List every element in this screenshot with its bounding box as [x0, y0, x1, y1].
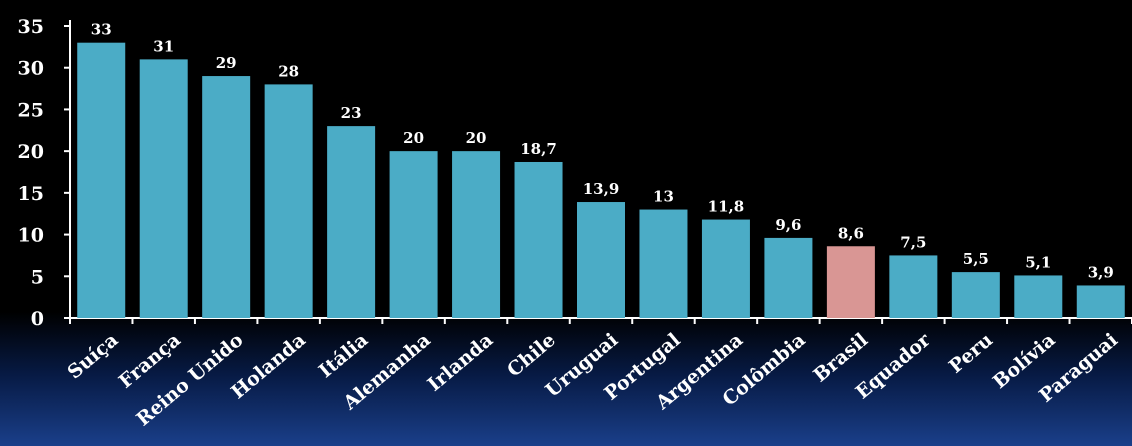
category-label: Suíça: [63, 329, 122, 384]
y-tick-label: 30: [18, 58, 44, 80]
y-tick-label: 15: [18, 183, 44, 205]
category-label: Irlanda: [423, 329, 497, 396]
data-label: 7,5: [900, 233, 926, 251]
bar-0: [77, 42, 126, 318]
bar-14: [951, 272, 1000, 318]
data-label: 28: [278, 62, 299, 80]
bar-11: [764, 237, 813, 318]
data-label: 13,9: [583, 180, 620, 198]
data-label: 11,8: [708, 198, 745, 216]
bar-1: [139, 59, 188, 318]
data-label: 13: [653, 188, 674, 206]
bar-12: [826, 246, 875, 318]
bar-5: [389, 151, 438, 318]
y-tick-label: 10: [18, 225, 44, 247]
bar-8: [577, 202, 625, 318]
bar-7: [514, 161, 563, 318]
data-label: 23: [341, 104, 362, 122]
data-label: 20: [466, 129, 487, 147]
data-label: 29: [216, 54, 237, 72]
y-tick-label: 25: [18, 99, 44, 121]
bar-4: [327, 126, 376, 318]
y-tick-label: 0: [31, 308, 44, 330]
bar-2: [202, 76, 251, 318]
bar-3: [264, 84, 313, 319]
data-label: 8,6: [838, 224, 864, 242]
data-label: 20: [403, 129, 424, 147]
bar-15: [1014, 275, 1063, 318]
data-label: 18,7: [520, 140, 557, 158]
data-label: 31: [153, 37, 174, 55]
category-label: Reino Unido: [132, 329, 247, 431]
bar-9: [639, 209, 688, 318]
chart-bars: [77, 42, 1125, 319]
data-label: 9,6: [775, 216, 801, 234]
y-tick-label: 20: [18, 141, 44, 163]
data-label: 33: [91, 21, 112, 39]
data-label: 3,9: [1088, 263, 1114, 281]
data-label: 5,1: [1025, 253, 1051, 271]
y-tick-label: 5: [31, 266, 44, 288]
bar-6: [452, 151, 501, 318]
category-label: Itália: [315, 329, 373, 382]
category-label: Chile: [503, 329, 560, 382]
data-label: 5,5: [963, 250, 989, 268]
bar-16: [1076, 285, 1125, 318]
y-tick-label: 35: [18, 16, 44, 38]
bar-13: [889, 255, 938, 318]
category-label: Peru: [945, 329, 997, 378]
bar-10: [701, 219, 750, 318]
